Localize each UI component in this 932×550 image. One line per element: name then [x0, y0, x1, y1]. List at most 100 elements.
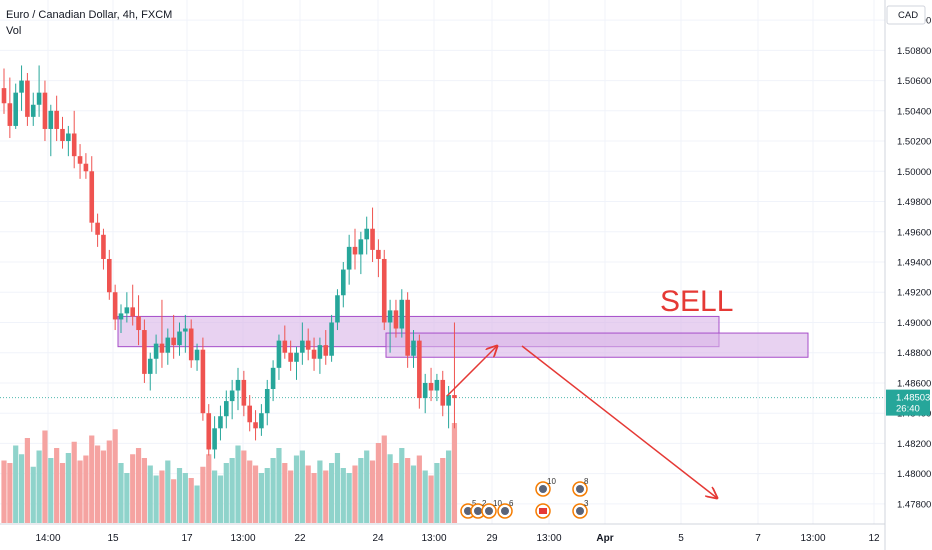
candle-body [171, 337, 176, 346]
event-count: 5 [472, 499, 477, 508]
volume-bar [451, 423, 458, 523]
candle-body [48, 110, 54, 129]
canada-flag-icon [539, 508, 547, 514]
candle-body [77, 156, 83, 164]
candle-body [317, 345, 323, 359]
event-flag-icon [539, 485, 547, 493]
time-tick-label: 24 [372, 533, 384, 544]
volume-bar [130, 454, 136, 523]
projection-arrows [446, 345, 717, 498]
volume-bar [18, 454, 25, 523]
time-axis[interactable]: 14:00 15 17 13:00 22 24 13:00 29 13:00 Apr 5 7 13:00… [0, 523, 885, 544]
volume-bar [176, 468, 183, 523]
price-tick-label: 1.49400 [897, 258, 931, 269]
candle-body [188, 328, 194, 361]
time-tick-label: 5 [678, 533, 684, 544]
candle-body [259, 413, 264, 429]
volume-bar [159, 470, 165, 523]
volume-bar [235, 445, 241, 523]
volume-bar [270, 458, 276, 523]
volume-bar [428, 475, 434, 523]
down-arrow [521, 345, 717, 498]
candle-body [107, 258, 112, 293]
event-count: 10 [547, 477, 556, 486]
candle-body [36, 92, 42, 105]
candle-body [83, 163, 89, 172]
time-tick-label: 13:00 [536, 533, 561, 544]
candle-body [218, 416, 223, 429]
candle-body [346, 246, 352, 270]
candle-body [212, 428, 217, 450]
candle-body [136, 316, 141, 331]
volume-bar [24, 438, 30, 523]
volume-bar [7, 463, 13, 523]
price-axis[interactable]: 1.478001.480001.482001.484001.486001.488… [884, 0, 932, 550]
candle-body [118, 313, 124, 320]
candle-body [446, 395, 451, 406]
event-flag-icon [474, 507, 482, 515]
volume-bar [416, 455, 422, 523]
candle-body [101, 234, 106, 259]
event-count: 2 [482, 499, 487, 508]
candle-body [253, 422, 258, 429]
time-tick-label: 13:00 [421, 533, 446, 544]
candle-body [30, 104, 36, 117]
volume-bar [340, 468, 346, 523]
volume-bar [36, 450, 42, 523]
volume-bar [112, 429, 118, 523]
price-tick-label: 1.50600 [897, 76, 931, 87]
volume-bar [77, 460, 83, 523]
candle-body [7, 103, 13, 126]
volume-bar [65, 453, 71, 523]
candle-body [206, 413, 212, 450]
chart-title: Euro / Canadian Dollar, 4h, FXCM [6, 9, 173, 21]
candle-body [177, 331, 182, 346]
volume-bar [317, 460, 323, 523]
volume-bar [30, 466, 36, 523]
price-tick-label: 1.49200 [897, 288, 931, 299]
event-flag-icon [576, 507, 584, 515]
candle-body [124, 307, 130, 314]
candle-body [381, 258, 387, 323]
volume-bar [194, 485, 200, 523]
candle-body [19, 80, 24, 93]
volume-bars [1, 423, 458, 523]
volume-bar [48, 458, 54, 523]
candle-body [411, 340, 416, 356]
volume-bar [258, 473, 264, 523]
candle-body [376, 249, 381, 259]
candle-body [417, 340, 422, 399]
volume-bar [124, 473, 130, 523]
price-tag [886, 389, 930, 416]
candle-body [165, 337, 171, 353]
volume-bar [200, 466, 206, 523]
volume-bar [42, 430, 48, 523]
candle-body [364, 228, 369, 240]
candle-body [241, 379, 247, 406]
candle-body [13, 92, 18, 126]
candle-body [294, 352, 299, 362]
price-axis-bg [885, 0, 932, 550]
volume-bar [217, 475, 224, 523]
volume-bar [369, 460, 376, 523]
volume-bar [276, 448, 282, 523]
volume-bar [83, 455, 89, 523]
candle-body [66, 133, 71, 142]
volume-bar [440, 458, 446, 523]
grid [0, 0, 885, 524]
time-tick-label: 17 [181, 533, 193, 544]
candle-body [282, 340, 288, 353]
event-count: 6 [509, 499, 514, 508]
candle-body [434, 379, 440, 391]
economic-events[interactable]: 5 2 10 6 10 8 3 [460, 477, 589, 519]
candle-body [399, 299, 405, 329]
volume-bar [13, 445, 19, 523]
volume-bar [323, 470, 329, 523]
candle-body [358, 239, 364, 255]
volume-bar [352, 465, 358, 523]
volume-bar [381, 435, 387, 523]
volume-bar [334, 453, 341, 523]
candle-body [200, 349, 206, 414]
volume-bar [147, 465, 153, 523]
